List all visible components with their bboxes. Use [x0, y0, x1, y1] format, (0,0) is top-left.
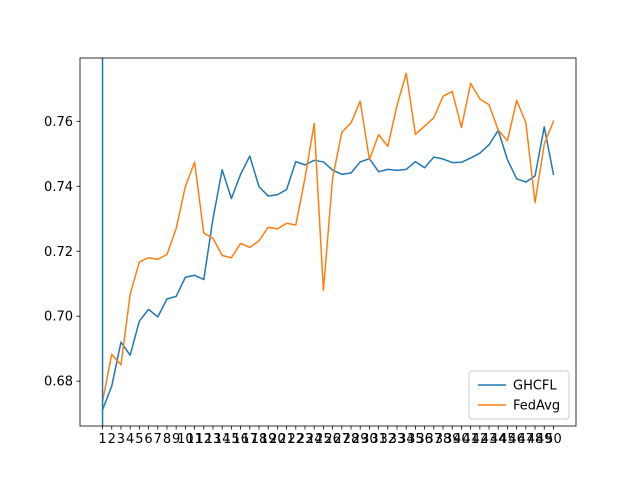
- plot-frame: [79, 57, 577, 427]
- x-tick-label: 11: [186, 432, 203, 447]
- series-line-ghcfl: [101, 126, 555, 411]
- x-tick-label: 50: [545, 432, 562, 447]
- x-tick-label: 48: [527, 432, 544, 447]
- x-tick-label: 43: [481, 432, 498, 447]
- x-tick-label: 45: [499, 432, 516, 447]
- x-tick-label: 13: [205, 432, 222, 447]
- x-tick-label: 41: [462, 432, 479, 447]
- x-tick-label: 17: [242, 432, 259, 447]
- x-tick-label: 3: [117, 432, 125, 447]
- x-tick-label: 40: [453, 432, 470, 447]
- x-tick-label: 38: [435, 432, 452, 447]
- y-tick-label: 0.70: [44, 310, 73, 325]
- x-tick-label: 23: [297, 432, 314, 447]
- series-layer: [101, 72, 555, 411]
- x-tick-label: 19: [260, 432, 277, 447]
- x-tick-label: 27: [334, 432, 351, 447]
- x-tick-label: 35: [407, 432, 424, 447]
- x-tick-label: 44: [490, 432, 507, 447]
- x-tick-label: 15: [223, 432, 240, 447]
- legend-label-ghcfl: GHCFL: [513, 379, 557, 394]
- legend-label-fedavg: FedAvg: [513, 399, 560, 414]
- x-tick-label: 49: [536, 432, 553, 447]
- x-tick-label: 26: [324, 432, 341, 447]
- x-tick-label: 39: [444, 432, 461, 447]
- x-tick-label: 20: [269, 432, 286, 447]
- x-tick-label: 29: [352, 432, 369, 447]
- y-tick-label: 0.68: [44, 375, 73, 390]
- x-tick-label: 32: [380, 432, 397, 447]
- x-tick-label: 21: [278, 432, 295, 447]
- x-tick-label: 7: [154, 432, 162, 447]
- x-tick-label: 34: [398, 432, 415, 447]
- x-tick-label: 30: [361, 432, 378, 447]
- x-tick-label: 42: [472, 432, 489, 447]
- x-tick-label: 8: [163, 432, 171, 447]
- x-tick-label: 28: [343, 432, 360, 447]
- x-tick-label: 25: [315, 432, 332, 447]
- x-tick-label: 12: [195, 432, 212, 447]
- x-tick-label: 14: [214, 432, 231, 447]
- x-tick-label: 16: [232, 432, 249, 447]
- x-tick-label: 31: [370, 432, 387, 447]
- series-line-fedavg: [101, 72, 555, 403]
- x-tick-label: 46: [508, 432, 525, 447]
- x-tick-label: 47: [518, 432, 535, 447]
- x-tick-label: 37: [426, 432, 443, 447]
- x-tick-label: 33: [389, 432, 406, 447]
- y-tick-label: 0.72: [44, 245, 73, 260]
- legend: GHCFL FedAvg: [468, 370, 570, 420]
- y-axis: 0.68 0.70 0.72 0.74 0.76: [44, 115, 80, 390]
- x-tick-label: 36: [416, 432, 433, 447]
- x-tick-label: 5: [135, 432, 143, 447]
- y-tick-label: 0.74: [44, 180, 73, 195]
- x-tick-label: 2: [108, 432, 116, 447]
- y-tick-label: 0.76: [44, 115, 73, 130]
- x-tick-label: 9: [172, 432, 180, 447]
- x-tick-label: 1: [98, 432, 106, 447]
- x-tick-label: 22: [288, 432, 305, 447]
- legend-box: [468, 370, 570, 420]
- x-tick-label: 24: [306, 432, 323, 447]
- x-tick-label: 4: [126, 432, 134, 447]
- x-tick-label: 10: [177, 432, 194, 447]
- x-axis: 1 2 3 4 5 6 7 8 91011121314151617181920212223242…: [98, 426, 562, 447]
- x-tick-label: 18: [251, 432, 268, 447]
- x-tick-label: 6: [144, 432, 152, 447]
